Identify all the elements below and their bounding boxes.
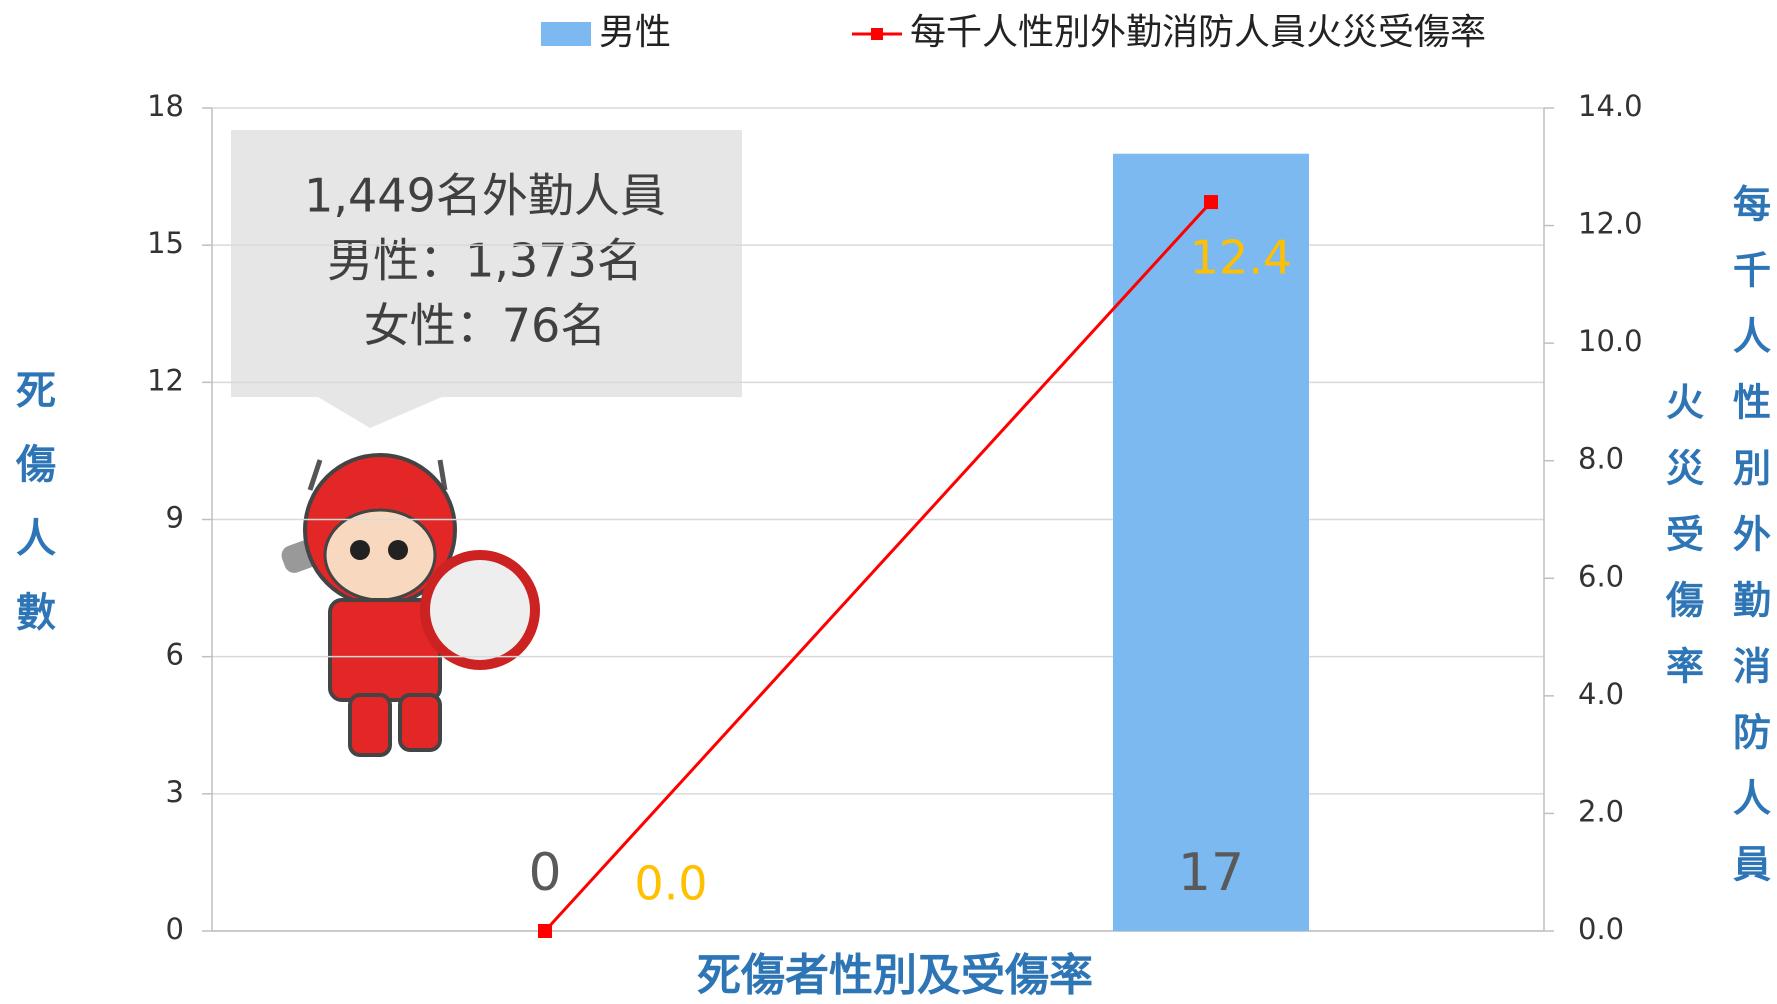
y2-tick-label: 2.0 xyxy=(1578,794,1624,828)
x-axis-title: 死傷者性別及受傷率 xyxy=(697,950,1093,1001)
y2-tick-label: 4.0 xyxy=(1578,677,1624,711)
y-tick-label: 3 xyxy=(166,775,184,809)
mascot-leg xyxy=(400,695,440,750)
y2-axis-title: 消 xyxy=(1733,645,1771,689)
y2-axis-title: 勤 xyxy=(1733,579,1771,623)
line-marker xyxy=(538,924,552,938)
annotation-text: 1,449名外勤人員 xyxy=(304,169,666,223)
y-axis-title: 傷 xyxy=(15,442,56,488)
y-tick-label: 15 xyxy=(147,226,184,260)
y2-tick-label: 6.0 xyxy=(1578,559,1624,593)
line-value-label: 0.0 xyxy=(634,857,707,911)
bar-value-label: 17 xyxy=(1178,843,1244,903)
y2-axis-title: 防 xyxy=(1733,711,1771,755)
y2-tick-label: 0.0 xyxy=(1578,912,1624,946)
y2-axis-title: 別 xyxy=(1733,447,1771,491)
y2-axis-title: 火 xyxy=(1666,381,1704,425)
y2-axis-title: 外 xyxy=(1733,513,1771,557)
legend-swatch xyxy=(871,28,883,40)
y2-axis-title: 災 xyxy=(1666,447,1704,491)
y2-axis-title: 每 xyxy=(1733,183,1771,227)
y-axis-title: 人 xyxy=(16,516,56,562)
y2-axis-title: 千 xyxy=(1733,249,1771,293)
y2-axis-title: 率 xyxy=(1666,645,1704,689)
bar-value-label: 0 xyxy=(528,843,561,903)
y2-tick-label: 14.0 xyxy=(1578,89,1643,123)
y-tick-label: 12 xyxy=(147,363,184,397)
y-tick-label: 9 xyxy=(166,501,184,535)
legend-label: 男性 xyxy=(599,12,671,53)
y-axis-title: 死 xyxy=(16,368,56,414)
y2-axis-title: 人 xyxy=(1733,777,1771,821)
y2-tick-label: 12.0 xyxy=(1578,207,1643,241)
y2-tick-label: 8.0 xyxy=(1578,442,1624,476)
y-tick-label: 18 xyxy=(147,89,184,123)
legend-swatch xyxy=(541,22,591,46)
y2-axis-title: 傷 xyxy=(1665,579,1704,623)
line-value-label: 12.4 xyxy=(1190,231,1292,285)
chart: 1,449名外勤人員男性：1,373名女性：76名 0 3 6 9 12 15 18 0.0 2… xyxy=(0,0,1777,1004)
line-marker xyxy=(1204,195,1218,209)
mascot-eye xyxy=(350,540,370,560)
y-tick-label: 6 xyxy=(166,638,184,672)
y2-axis-title: 受 xyxy=(1666,513,1704,557)
y2-axis-title: 員 xyxy=(1733,843,1771,887)
y2-tick-label: 10.0 xyxy=(1578,324,1643,358)
legend-label: 每千人性別外勤消防人員火災受傷率 xyxy=(910,12,1486,53)
y2-axis-title: 性 xyxy=(1733,381,1771,425)
mascot-leg xyxy=(350,695,390,755)
annotation-text: 女性：76名 xyxy=(364,299,607,353)
y2-axis-title: 人 xyxy=(1733,315,1771,359)
mascot-eye xyxy=(388,540,408,560)
mascot-face xyxy=(325,510,435,600)
mascot-shield xyxy=(425,555,535,665)
annotation-text: 男性：1,373名 xyxy=(327,234,643,288)
y-tick-label: 0 xyxy=(166,912,184,946)
y-axis-title: 數 xyxy=(16,590,56,636)
